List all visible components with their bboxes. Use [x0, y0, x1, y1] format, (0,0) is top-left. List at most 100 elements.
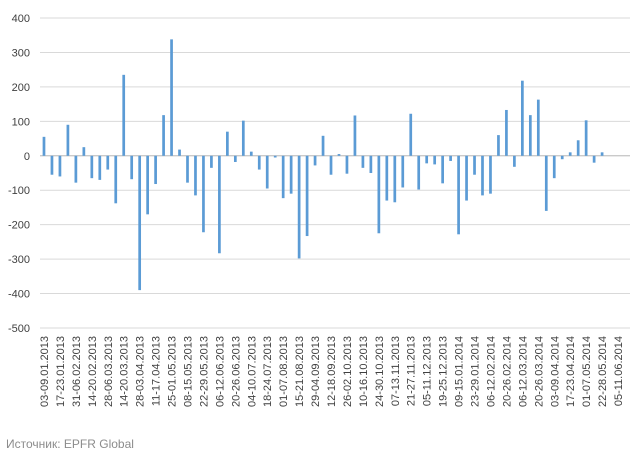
x-tick-label: 05-11.12.2013 — [422, 336, 434, 406]
x-tick-label: 04-10.07.2013 — [246, 336, 258, 407]
bar — [521, 80, 524, 156]
bar — [154, 155, 157, 185]
bar — [457, 155, 460, 235]
bar — [481, 155, 484, 196]
x-tick-label: 31-06.02.2013 — [71, 336, 83, 407]
x-tick-label: 21-27.11.2013 — [406, 336, 418, 406]
y-tick-label: -500 — [8, 323, 30, 335]
x-tick-label: 23-29.01.2014 — [470, 336, 482, 407]
y-tick-label: -200 — [8, 220, 30, 232]
bar — [257, 155, 261, 170]
x-tick-label: 08-15.05.2013 — [183, 336, 195, 407]
bar — [210, 155, 213, 168]
bar — [50, 155, 54, 175]
bar — [544, 155, 548, 211]
x-tick-label: 24-30.10.2013 — [374, 336, 386, 407]
bar — [98, 155, 102, 180]
y-tick-label: -300 — [8, 254, 30, 266]
x-tick-label: 01-07.05.2014 — [581, 336, 593, 407]
x-axis-tick-labels: 03-09.01.2013 17-23.01.2013 31-06.02.2013 1… — [39, 336, 625, 407]
bar — [497, 135, 500, 156]
bar — [401, 155, 405, 188]
bar — [465, 155, 468, 201]
bar — [576, 140, 580, 156]
bar — [417, 155, 421, 190]
x-tick-label: 06-12.03.2014 — [517, 336, 529, 407]
bar — [58, 155, 62, 177]
bar — [409, 113, 413, 156]
bar — [289, 155, 293, 194]
x-tick-label: 17-23.01.2013 — [55, 336, 67, 407]
bar — [393, 155, 397, 203]
bar — [385, 155, 389, 201]
bar — [505, 109, 508, 156]
y-tick-label: 300 — [12, 47, 30, 59]
bar — [66, 124, 70, 156]
bar — [329, 155, 333, 175]
bar — [536, 99, 540, 156]
bar — [146, 155, 149, 215]
bar — [592, 155, 596, 163]
x-tick-label: 20-26.02.2014 — [501, 336, 513, 407]
bar — [226, 131, 229, 156]
x-tick-label: 28-06.03.2013 — [103, 336, 115, 407]
bar — [345, 155, 349, 174]
bar — [489, 155, 492, 194]
x-tick-label: 29-04.09.2013 — [310, 336, 322, 407]
bar — [584, 120, 588, 156]
bar — [273, 155, 277, 158]
y-axis-tick-labels: 400 300 200 100 0 -100 -200 -300 -400 -500 — [8, 13, 30, 335]
bar — [90, 155, 94, 179]
x-tick-label: 17-23.04.2014 — [565, 336, 577, 407]
bar — [106, 155, 110, 170]
x-tick-label: 03-09.04.2014 — [549, 336, 561, 407]
bar — [433, 155, 437, 165]
bar — [377, 155, 381, 234]
bar — [353, 115, 357, 156]
bar — [321, 135, 325, 156]
x-tick-label: 11-17.04.2013 — [151, 336, 163, 406]
bar — [265, 155, 269, 189]
bar — [249, 151, 253, 156]
bar — [122, 74, 126, 156]
y-tick-label: -400 — [8, 289, 30, 301]
gridlines — [40, 17, 630, 329]
x-tick-label: 01-07.08.2013 — [278, 336, 290, 407]
bar — [361, 155, 365, 168]
bar — [82, 147, 86, 156]
bar — [441, 155, 444, 184]
bars — [42, 39, 604, 291]
bar — [114, 155, 118, 204]
x-tick-label: 22-29.05.2013 — [198, 336, 210, 407]
bar — [600, 152, 604, 156]
x-tick-label: 22-28.05.2014 — [597, 336, 609, 407]
x-tick-label: 20-26.03.2014 — [533, 336, 545, 407]
x-tick-label: 03-09.01.2013 — [39, 336, 51, 407]
bar — [313, 155, 317, 166]
bar — [305, 155, 309, 237]
bar — [130, 155, 134, 180]
bar — [337, 154, 341, 156]
y-tick-label: 200 — [12, 82, 30, 94]
bar — [202, 155, 205, 233]
bar — [178, 149, 181, 156]
x-tick-label: 05-11.06.2014 — [613, 336, 625, 406]
y-tick-label: -100 — [8, 185, 30, 197]
bar — [568, 152, 572, 156]
bar — [74, 155, 78, 183]
bar — [233, 155, 237, 162]
x-tick-label: 19-25.12.2013 — [438, 336, 450, 407]
y-tick-label: 100 — [12, 116, 30, 128]
bar — [560, 155, 564, 160]
x-tick-label: 06-12.06.2013 — [214, 336, 226, 407]
x-tick-label: 14-20.03.2013 — [119, 336, 131, 407]
bar — [528, 115, 532, 156]
x-tick-label: 06-12.02.2014 — [485, 336, 497, 407]
bar — [281, 155, 285, 199]
y-tick-label: 0 — [24, 151, 30, 163]
x-tick-label: 07-13.11.2013 — [390, 336, 402, 406]
x-tick-label: 12-18.09.2013 — [326, 336, 338, 407]
bar — [473, 155, 476, 175]
bar — [297, 155, 301, 259]
